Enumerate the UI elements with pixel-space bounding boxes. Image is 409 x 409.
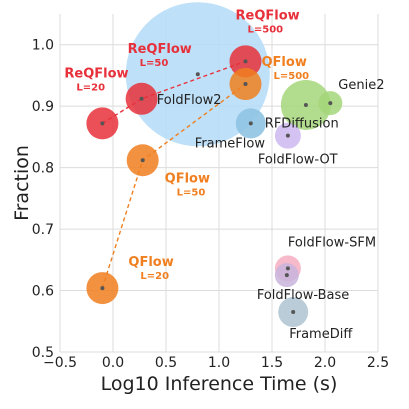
point-label-10: ReQFlow [128, 42, 192, 57]
point-label-14: QFlow [262, 55, 307, 70]
data-point-center-1 [328, 101, 333, 106]
bubble-centers [100, 59, 333, 315]
data-point-center-7 [284, 273, 289, 278]
point-label-9: ReQFlow [64, 66, 128, 81]
extra-label-1: FrameFlow [195, 136, 266, 151]
point-label-6: FoldFlow-SFM [288, 235, 376, 250]
data-point-center-9 [100, 121, 105, 126]
x-tick-label-6: 2.5 [367, 355, 389, 371]
tick-labels: −0.5 0.0 0.5 1.0 1.5 2.0 2.5 0.5 0.6 0.7 0.8 0.9 1.0 [32, 38, 389, 371]
data-point-center-14 [243, 82, 248, 87]
data-point-center-4 [248, 121, 253, 126]
extra-label-2: FoldFlow-OT [258, 153, 338, 168]
extra-label-4: FrameDiff [289, 327, 353, 342]
point-sublabel-13: L=50 [177, 187, 206, 198]
y-tick-label-1: 0.6 [32, 284, 54, 300]
y-tick-label-3: 0.8 [32, 161, 54, 177]
data-point-center-10 [139, 96, 144, 101]
extra-label-3: FoldFlow-Base [257, 288, 349, 303]
data-point-center-6 [285, 266, 290, 271]
y-tick-label-5: 1.0 [32, 38, 54, 54]
y-tick-label-0: 0.5 [32, 345, 54, 361]
x-tick-label-0: −0.5 [43, 355, 77, 371]
data-point-center-2 [303, 102, 308, 107]
point-sublabel-14: L=500 [274, 71, 310, 82]
point-labels: Genie2RFDiffusionFoldFlow-SFMReQFlowL=20… [64, 8, 384, 342]
data-point-center-8 [291, 310, 296, 315]
data-point-center-12 [100, 286, 105, 291]
trend-line-reqflow [102, 60, 246, 124]
point-sublabel-9: L=20 [76, 82, 105, 93]
data-point-center-11 [243, 59, 248, 64]
extra-label-0: FoldFlow2 [157, 93, 222, 108]
x-axis-label: Log10 Inference Time (s) [101, 373, 338, 395]
point-label-11: ReQFlow [236, 8, 300, 23]
data-point-center-0 [195, 72, 200, 77]
x-tick-label-1: 0.0 [102, 355, 124, 371]
x-tick-label-5: 2.0 [314, 355, 336, 371]
y-tick-label-4: 0.9 [32, 99, 54, 115]
data-point-center-5 [285, 133, 290, 138]
point-sublabel-11: L=500 [248, 24, 284, 35]
data-point-center-13 [140, 158, 145, 163]
x-tick-label-4: 1.5 [261, 355, 283, 371]
y-tick-label-2: 0.7 [32, 222, 54, 238]
point-label-12: QFlow [128, 255, 173, 270]
point-label-1: Genie2 [338, 78, 384, 93]
point-label-13: QFlow [165, 171, 210, 186]
point-sublabel-12: L=20 [140, 271, 169, 282]
x-tick-label-2: 0.5 [155, 355, 177, 371]
x-tick-label-3: 1.0 [208, 355, 230, 371]
y-axis-label: Fraction [11, 145, 33, 221]
point-label-4: RFDiffusion [265, 116, 339, 131]
point-sublabel-10: L=50 [140, 58, 169, 69]
